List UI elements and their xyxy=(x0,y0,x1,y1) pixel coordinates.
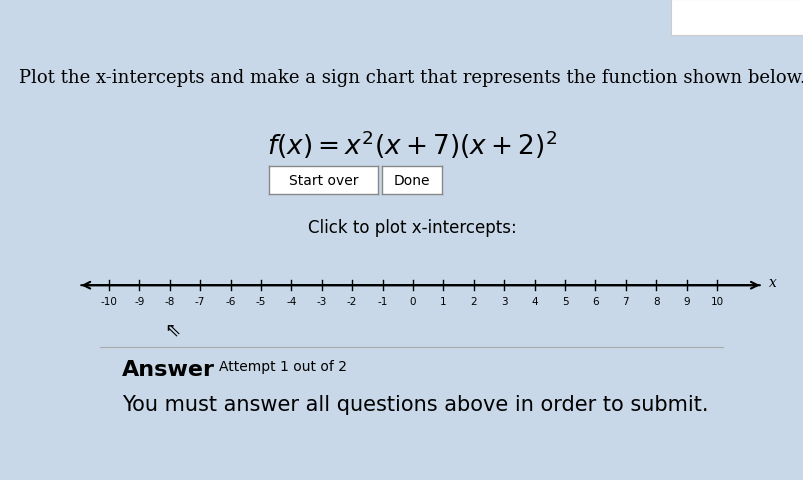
Text: 0: 0 xyxy=(410,297,416,306)
Text: -4: -4 xyxy=(286,297,296,306)
Text: Click to plot x-intercepts:: Click to plot x-intercepts: xyxy=(308,218,516,236)
Text: 1: 1 xyxy=(439,297,446,306)
Text: -9: -9 xyxy=(134,297,145,306)
Text: -10: -10 xyxy=(100,297,117,306)
Text: 3: 3 xyxy=(500,297,507,306)
Text: Plot the x-intercepts and make a sign chart that represents the function shown b: Plot the x-intercepts and make a sign ch… xyxy=(18,69,803,87)
Text: 9: 9 xyxy=(683,297,689,306)
Text: 6: 6 xyxy=(591,297,598,306)
Text: 7: 7 xyxy=(622,297,629,306)
Text: You must answer all questions above in order to submit.: You must answer all questions above in o… xyxy=(122,394,708,414)
Text: Answer: Answer xyxy=(122,359,215,379)
Text: 2: 2 xyxy=(470,297,476,306)
Text: -6: -6 xyxy=(225,297,235,306)
Text: 5: 5 xyxy=(561,297,568,306)
Text: ⇖: ⇖ xyxy=(164,320,180,339)
Text: $f(x) = x^2(x + 7)(x + 2)^2$: $f(x) = x^2(x + 7)(x + 2)^2$ xyxy=(267,128,556,160)
Text: Done: Done xyxy=(393,174,430,188)
Text: Start over: Start over xyxy=(288,174,358,188)
Text: x: x xyxy=(768,276,776,290)
Text: 10: 10 xyxy=(710,297,723,306)
Text: -1: -1 xyxy=(377,297,387,306)
Text: -5: -5 xyxy=(255,297,266,306)
Text: -2: -2 xyxy=(347,297,357,306)
Text: -8: -8 xyxy=(165,297,174,306)
Text: -7: -7 xyxy=(194,297,205,306)
Text: -3: -3 xyxy=(316,297,327,306)
Text: 4: 4 xyxy=(531,297,537,306)
Text: Attempt 1 out of 2: Attempt 1 out of 2 xyxy=(218,359,346,373)
Text: 8: 8 xyxy=(652,297,658,306)
